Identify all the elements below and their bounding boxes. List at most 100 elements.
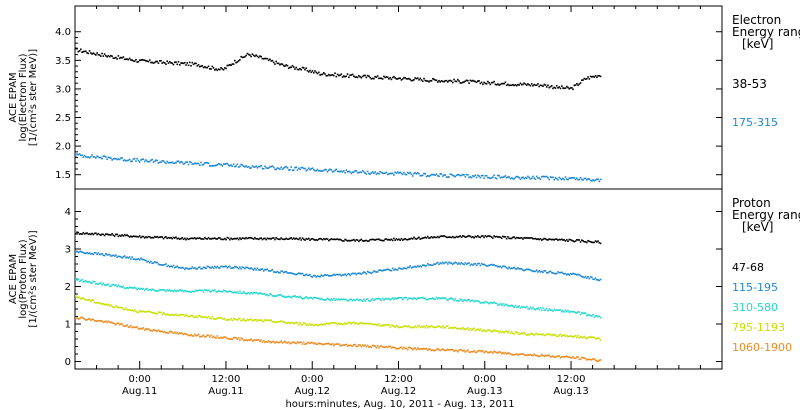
- electron-point: [409, 171, 412, 174]
- proton-point: [152, 311, 155, 314]
- proton-point: [431, 325, 434, 328]
- proton-point: [592, 358, 594, 360]
- proton-point: [547, 354, 549, 356]
- electron-point: [388, 173, 390, 175]
- proton-point: [130, 258, 132, 260]
- proton-point: [88, 233, 91, 235]
- proton-point: [519, 333, 522, 335]
- proton-point: [539, 238, 542, 240]
- proton-point: [499, 303, 502, 305]
- proton-point: [340, 344, 343, 347]
- electron-point: [113, 157, 116, 160]
- proton-point: [335, 298, 338, 300]
- electron-point: [380, 171, 383, 174]
- electron-point: [543, 83, 546, 86]
- proton-point: [517, 267, 519, 269]
- proton-point: [290, 342, 293, 345]
- proton-point: [348, 272, 350, 275]
- proton-point: [420, 237, 423, 240]
- proton-point: [500, 266, 503, 269]
- electron-point: [418, 79, 420, 81]
- proton-point: [157, 263, 160, 265]
- electron-point: [312, 168, 315, 171]
- proton-point: [250, 267, 252, 269]
- proton-point: [487, 329, 489, 331]
- proton-point: [335, 343, 338, 345]
- electron-point: [254, 55, 256, 58]
- proton-point: [406, 266, 409, 269]
- proton-point: [424, 265, 427, 267]
- proton-point: [220, 336, 222, 339]
- proton-point: [279, 272, 281, 274]
- proton-point: [261, 268, 264, 270]
- proton-point: [257, 292, 260, 295]
- proton-point: [448, 261, 450, 264]
- proton-point: [242, 237, 245, 240]
- proton-point: [226, 337, 229, 340]
- proton-point: [400, 346, 403, 349]
- proton-point: [78, 296, 81, 299]
- proton-point: [459, 298, 462, 301]
- proton-point: [567, 273, 569, 275]
- electron-point: [231, 63, 234, 65]
- proton-point: [92, 299, 95, 302]
- electron-point: [230, 64, 232, 67]
- electron-point: [241, 56, 244, 59]
- proton-point: [398, 326, 400, 329]
- electron-point: [206, 161, 209, 164]
- proton-point: [416, 347, 419, 349]
- proton-point: [530, 308, 533, 310]
- electron-point: [160, 59, 162, 62]
- proton-point: [534, 354, 537, 357]
- electron-point: [157, 162, 160, 164]
- electron-point: [281, 168, 284, 171]
- proton-point: [83, 280, 86, 283]
- electron-point: [183, 61, 186, 64]
- proton-point: [426, 326, 429, 329]
- electron-point: [373, 77, 375, 80]
- proton-point: [414, 325, 417, 327]
- proton-point: [244, 267, 246, 270]
- proton-point: [467, 349, 469, 351]
- proton-point: [97, 302, 100, 304]
- proton-point: [82, 231, 85, 234]
- electron-point: [295, 66, 298, 69]
- proton-point: [529, 306, 532, 309]
- electron-point: [359, 171, 361, 174]
- proton-point: [538, 333, 541, 336]
- proton-point: [554, 238, 557, 240]
- proton-point: [567, 356, 569, 358]
- proton-point: [581, 311, 583, 314]
- proton-point: [160, 236, 162, 238]
- electron-point: [176, 160, 179, 163]
- proton-point: [324, 238, 326, 241]
- proton-point: [449, 349, 452, 351]
- proton-point: [586, 241, 588, 244]
- electron-point: [186, 62, 189, 64]
- electron-point: [126, 58, 128, 60]
- electron-point: [404, 173, 407, 176]
- proton-point: [333, 297, 335, 300]
- proton-point: [178, 266, 181, 269]
- electron-point: [93, 156, 96, 158]
- proton-point: [152, 329, 155, 331]
- proton-point: [527, 353, 529, 356]
- electron-point: [138, 161, 141, 163]
- proton-point: [562, 310, 564, 312]
- proton-point: [553, 272, 556, 275]
- electron-point: [391, 76, 394, 79]
- electron-point: [210, 68, 212, 70]
- proton-point: [490, 331, 493, 333]
- electron-point: [148, 59, 151, 61]
- proton-point: [87, 233, 90, 236]
- proton-point: [420, 348, 423, 350]
- proton-point: [120, 306, 122, 309]
- proton-point: [431, 297, 434, 299]
- electron-point: [178, 161, 181, 164]
- electron-point: [267, 167, 270, 169]
- proton-point: [454, 236, 457, 239]
- proton-point: [563, 355, 566, 358]
- proton-point: [448, 236, 450, 238]
- electron-point: [135, 160, 137, 162]
